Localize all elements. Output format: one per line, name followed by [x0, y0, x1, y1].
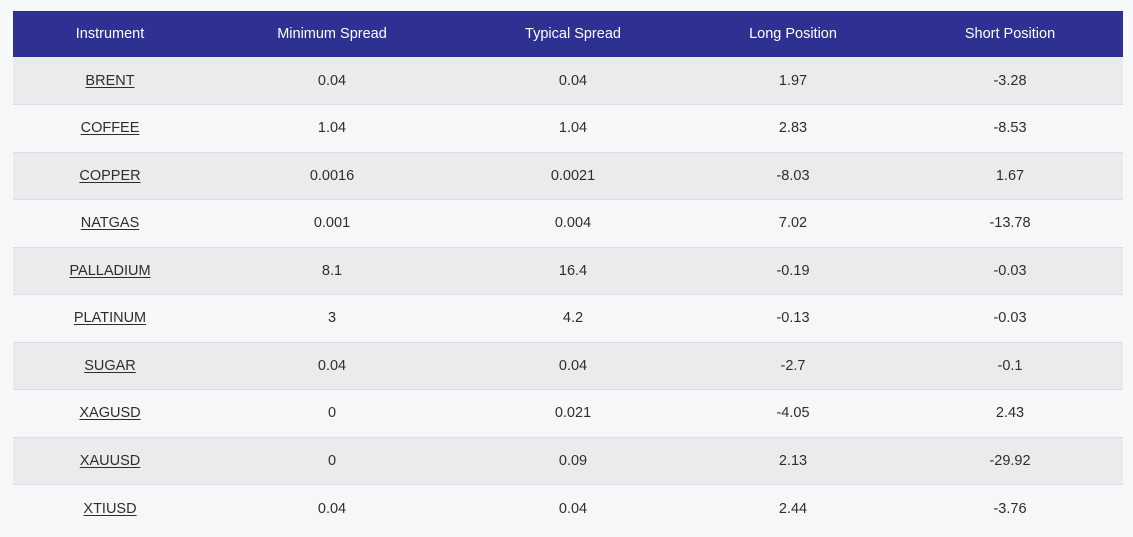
table-row: XAGUSD 0 0.021 -4.05 2.43 — [13, 389, 1123, 437]
long-position-cell: 1.97 — [778, 72, 808, 89]
table-row: BRENT 0.04 0.04 1.97 -3.28 — [13, 57, 1123, 105]
header-row: Instrument Minimum Spread Typical Spread… — [13, 11, 1123, 57]
minimum-spread-cell: 0.04 — [207, 484, 457, 532]
instrument-cell: SUGAR — [13, 341, 207, 390]
instrument-spread-table: Instrument Minimum Spread Typical Spread… — [13, 11, 1123, 532]
long-position-cell: -0.19 — [689, 246, 897, 295]
instrument-cell: XAUUSD — [13, 436, 207, 485]
typical-spread-cell: 0.04 — [558, 72, 588, 89]
typical-spread-cell: 0.09 — [457, 436, 689, 485]
typical-spread-cell: 0.004 — [457, 199, 689, 247]
short-position-cell: 2.43 — [897, 389, 1123, 437]
typical-spread-cell: 16.4 — [457, 246, 689, 295]
long-position-cell: 2.83 — [689, 104, 897, 152]
typical-spread-cell: 0.04 — [457, 341, 689, 390]
column-header-long-position: Long Position — [749, 26, 837, 42]
instrument-link[interactable]: PLATINUM — [73, 310, 147, 327]
instrument-link[interactable]: XAUUSD — [79, 452, 141, 469]
minimum-spread-cell: 3 — [207, 294, 457, 342]
instrument-cell: COPPER — [13, 151, 207, 200]
short-position-cell: -29.92 — [897, 436, 1123, 485]
minimum-spread-cell: 1.04 — [207, 104, 457, 152]
instrument-link[interactable]: XAGUSD — [79, 405, 141, 422]
minimum-spread-cell: 0.0016 — [207, 151, 457, 200]
typical-spread-cell: 0.021 — [457, 389, 689, 437]
minimum-spread-cell: 0.04 — [207, 341, 457, 390]
instrument-link[interactable]: COPPER — [79, 167, 141, 184]
table-row: SUGAR 0.04 0.04 -2.7 -0.1 — [13, 341, 1123, 390]
table-row: COPPER 0.0016 0.0021 -8.03 1.67 — [13, 151, 1123, 200]
table-body: BRENT 0.04 0.04 1.97 -3.28 COFFEE 1.04 1.04 2.83… — [13, 57, 1123, 532]
column-header-short-position: Short Position — [964, 26, 1056, 42]
instrument-cell: PLATINUM — [13, 294, 207, 342]
short-position-cell: -0.03 — [897, 294, 1123, 342]
column-header-typical-spread: Typical Spread — [525, 26, 621, 42]
typical-spread-cell: 1.04 — [457, 104, 689, 152]
instrument-link[interactable]: XTIUSD — [83, 500, 137, 517]
instrument-link[interactable]: NATGAS — [80, 215, 140, 232]
long-position-cell: -8.03 — [689, 151, 897, 200]
minimum-spread-cell: 0 — [207, 436, 457, 485]
column-header-instrument: Instrument — [75, 26, 145, 42]
table-row: XAUUSD 0 0.09 2.13 -29.92 — [13, 436, 1123, 485]
instrument-link[interactable]: PALLADIUM — [69, 262, 151, 279]
short-position-cell: -0.03 — [897, 246, 1123, 295]
typical-spread-cell: 4.2 — [457, 294, 689, 342]
short-position-cell: -13.78 — [897, 199, 1123, 247]
typical-spread-cell: 0.0021 — [457, 151, 689, 200]
table-row: PLATINUM 3 4.2 -0.13 -0.03 — [13, 294, 1123, 342]
short-position-cell: -3.28 — [993, 72, 1027, 89]
instrument-cell: XTIUSD — [13, 484, 207, 532]
minimum-spread-cell: 8.1 — [207, 246, 457, 295]
instrument-cell: PALLADIUM — [13, 246, 207, 295]
short-position-cell: -8.53 — [897, 104, 1123, 152]
instrument-link[interactable]: BRENT — [85, 72, 135, 89]
typical-spread-cell: 0.04 — [457, 484, 689, 532]
long-position-cell: 2.44 — [689, 484, 897, 532]
long-position-cell: 7.02 — [689, 199, 897, 247]
instrument-cell: NATGAS — [13, 199, 207, 247]
table-header: Instrument Minimum Spread Typical Spread… — [13, 11, 1123, 57]
table-row: COFFEE 1.04 1.04 2.83 -8.53 — [13, 104, 1123, 152]
instrument-link[interactable]: SUGAR — [84, 357, 136, 374]
minimum-spread-cell: 0.001 — [207, 199, 457, 247]
long-position-cell: -4.05 — [689, 389, 897, 437]
instrument-cell: COFFEE — [13, 104, 207, 152]
short-position-cell: -3.76 — [897, 484, 1123, 532]
long-position-cell: -0.13 — [689, 294, 897, 342]
short-position-cell: -0.1 — [897, 341, 1123, 390]
long-position-cell: -2.7 — [689, 341, 897, 390]
table-row: PALLADIUM 8.1 16.4 -0.19 -0.03 — [13, 246, 1123, 295]
instrument-cell: BRENT — [13, 57, 207, 105]
long-position-cell: 2.13 — [689, 436, 897, 485]
instrument-link[interactable]: COFFEE — [80, 120, 140, 137]
short-position-cell: 1.67 — [897, 151, 1123, 200]
instrument-cell: XAGUSD — [13, 389, 207, 437]
instrument-spread-table-container: Instrument Minimum Spread Typical Spread… — [13, 11, 1123, 532]
table-row: XTIUSD 0.04 0.04 2.44 -3.76 — [13, 484, 1123, 532]
minimum-spread-cell: 0.04 — [317, 72, 347, 89]
table-row: NATGAS 0.001 0.004 7.02 -13.78 — [13, 199, 1123, 247]
minimum-spread-cell: 0 — [207, 389, 457, 437]
column-header-minimum-spread: Minimum Spread — [277, 26, 387, 42]
